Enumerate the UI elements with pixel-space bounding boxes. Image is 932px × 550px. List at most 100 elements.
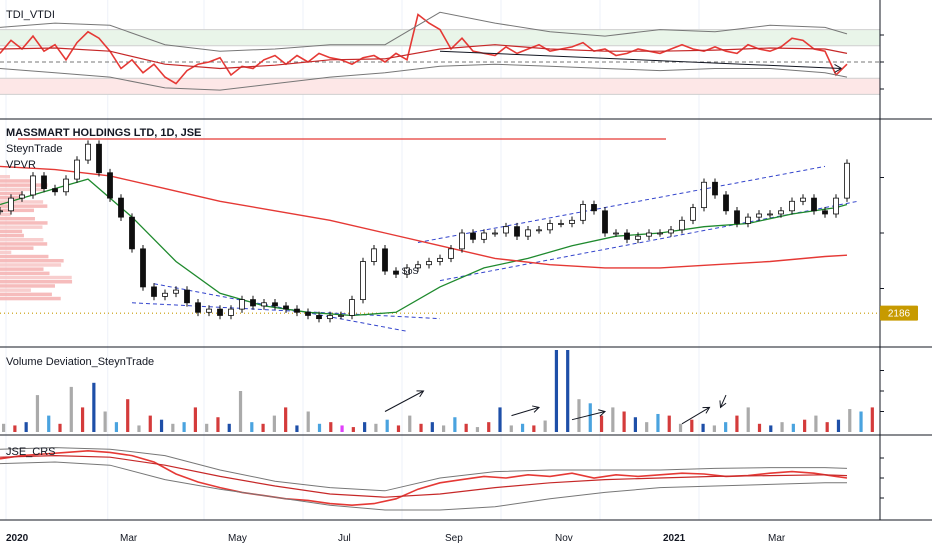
volume-deviation-bar [306, 411, 310, 432]
candle-body [437, 257, 443, 262]
tdi-series-band_lower [0, 63, 848, 91]
candle-body [426, 261, 432, 266]
tdi-band-high [0, 29, 880, 46]
candle-body [734, 210, 740, 224]
volume-deviation-bar [859, 411, 863, 432]
tdi-divergence-arrowhead [834, 64, 842, 73]
volume-deviation-bar [137, 425, 141, 432]
vpvr-bar [0, 175, 10, 179]
x-tick-label: Sep [445, 533, 463, 544]
candle-body [360, 261, 366, 300]
volume-deviation-bar [701, 423, 705, 432]
volume-deviation-bar [363, 422, 367, 432]
volume-deviation-bar [329, 422, 333, 432]
x-tick-label: Mar [120, 533, 138, 544]
candle-body [712, 181, 718, 196]
candle-body [602, 210, 608, 234]
moving-average-sma_slow [0, 165, 848, 269]
candle-body [140, 248, 146, 288]
candle-body [404, 267, 410, 275]
candle-body [239, 299, 245, 310]
tdi-series-tdi_mid [0, 44, 848, 70]
volume-deviation-bar [599, 415, 604, 432]
vpvr-bar [0, 296, 61, 301]
volume-deviation-bar [848, 409, 852, 432]
candle-body [415, 264, 421, 269]
candle-body [503, 226, 509, 234]
vpvr-bar [0, 280, 73, 284]
volume-deviation-bar [712, 425, 716, 432]
volume-arrowhead [702, 406, 711, 414]
volume-deviation-bar [645, 422, 649, 432]
volume-deviation-bar [611, 407, 615, 432]
candle-body [151, 286, 157, 297]
volume-deviation-bar [543, 420, 547, 432]
candle-body [690, 207, 696, 221]
volume-deviation-bar [408, 415, 412, 432]
crs-series-band_upper [0, 447, 848, 492]
candle-body [591, 204, 597, 212]
tdi-pane-title: TDI_VTDI [6, 9, 55, 21]
tdi-pane [0, 11, 884, 95]
volume-deviation-bar [295, 425, 299, 432]
volume-deviation-bar [182, 422, 186, 432]
volume-deviation-bar [351, 427, 355, 432]
volume-deviation-bar [284, 407, 288, 432]
price-pane-title: MASSMART HOLDINGS LTD, 1D, JSE [6, 127, 201, 139]
volume-deviation-bar [69, 386, 73, 432]
crs-pane [0, 447, 884, 511]
candle-body [558, 223, 564, 225]
trend-channel-line [439, 200, 859, 282]
candle-body [613, 232, 619, 235]
candle-body [723, 194, 729, 212]
candle-body [448, 248, 454, 259]
candle-body [668, 229, 674, 234]
candle-body [646, 232, 652, 237]
study-label-vpvr: VPVR [6, 159, 36, 171]
candle-body [118, 197, 124, 218]
volume-deviation-bar [261, 423, 265, 432]
volume-deviation-bar [814, 415, 818, 432]
candle-body [195, 302, 201, 313]
volume-deviation-bar [791, 423, 795, 432]
crs-series-tdi_price [0, 449, 848, 507]
volume-deviation-bar [126, 399, 130, 432]
volume-deviation-bar [735, 415, 739, 432]
candle-body [833, 197, 839, 215]
volume-deviation-bar [498, 407, 502, 432]
candle-body [393, 270, 399, 275]
volume-deviation-bar [250, 422, 254, 432]
candle-body [338, 315, 344, 317]
price-pane [0, 138, 884, 332]
volume-deviation-bar [520, 423, 525, 432]
candle-body [382, 248, 388, 272]
candle-body [822, 210, 828, 215]
candle-body [536, 229, 542, 232]
volume-arrow [511, 406, 540, 417]
candle-body [217, 308, 223, 316]
volume-deviation-bar [678, 423, 683, 432]
candle-body [580, 204, 586, 221]
vpvr-bar [0, 225, 43, 229]
volume-deviation-bar [272, 415, 276, 432]
x-tick-label: Jul [338, 533, 351, 544]
volume-arrow [681, 406, 710, 425]
volume-deviation-bar [396, 425, 401, 432]
candle-body [8, 197, 14, 212]
sos-annotation: SoS [402, 266, 419, 276]
vpvr-bar [0, 217, 35, 221]
vpvr-bar [0, 208, 34, 213]
volume-deviation-bar [442, 425, 446, 432]
volume-pane-title: Volume Deviation_SteynTrade [6, 356, 154, 368]
vpvr-bar [0, 288, 31, 292]
candle-body [206, 308, 212, 313]
volume-deviation-bar [656, 413, 660, 432]
candle-body [294, 308, 300, 313]
volume-deviation-bar [103, 411, 107, 432]
candle-body [844, 162, 850, 199]
trend-channel-line [153, 283, 408, 332]
candle-body [327, 315, 333, 320]
volume-deviation-bar [475, 427, 480, 432]
volume-deviation-bar [47, 415, 51, 432]
